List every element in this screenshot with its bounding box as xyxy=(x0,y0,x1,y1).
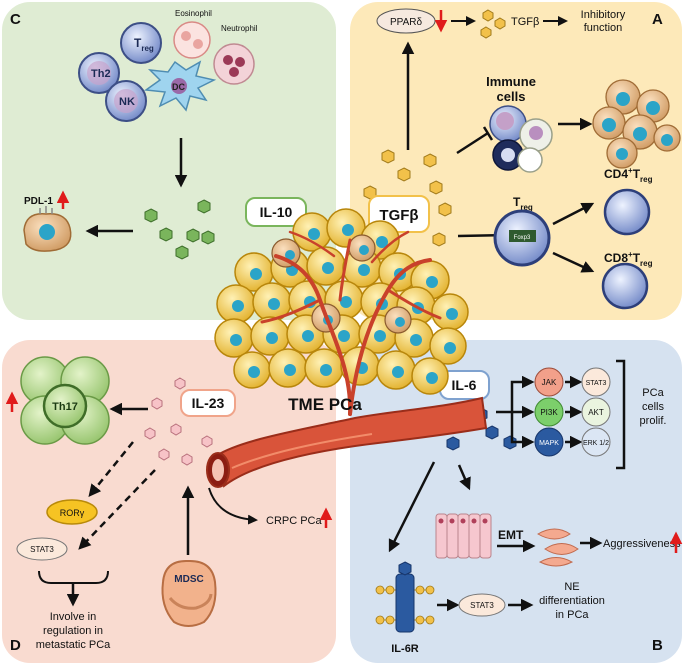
arrow-il6-to-emt-cells xyxy=(457,464,471,491)
il23-box xyxy=(180,389,236,417)
foxp3-label: Foxp3 xyxy=(514,235,531,241)
il6r-label: IL-6R xyxy=(391,643,419,655)
stat3-d-label: STAT3 xyxy=(30,545,54,554)
pi3k-node xyxy=(534,397,564,427)
stat3-ne-oval xyxy=(458,593,506,617)
neutrophil-label: Neutrophil xyxy=(221,24,258,33)
tgfb-small-label: TGFβ xyxy=(511,16,539,28)
mdsc-cell xyxy=(161,559,217,627)
inhibition-line xyxy=(456,126,494,155)
il23-label: IL-23 xyxy=(192,395,225,411)
bracket-b xyxy=(616,359,626,470)
foxp3-box xyxy=(509,230,536,242)
nk-label: NK xyxy=(119,96,135,108)
panel-a: PPARδ TGFβ Inhibitory function Immune cell… xyxy=(363,8,681,310)
cd4-cell xyxy=(603,188,651,236)
arrow-treg-to-cd4 xyxy=(552,202,595,226)
tgfb-molecules xyxy=(363,149,452,247)
dashed-arrow-to-stat3 xyxy=(78,469,156,550)
stat3-b-node xyxy=(581,367,611,397)
arrow-treg-to-cd8 xyxy=(552,251,595,273)
stat3-b-label: STAT3 xyxy=(586,380,607,387)
th2-label: Th2 xyxy=(91,68,111,80)
arrow-il6-to-il6r xyxy=(388,461,436,553)
immune-cell-4 xyxy=(517,147,543,173)
tumor-mass: TME PCa xyxy=(206,208,488,488)
arrow-il6-to-mapk xyxy=(510,412,535,449)
panel-c-letter: C xyxy=(10,11,21,28)
mapk-node xyxy=(534,427,564,457)
treg-cell xyxy=(120,22,162,64)
th17-cluster xyxy=(20,356,110,445)
panel-b-letter: B xyxy=(652,637,663,654)
panel-d-letter: D xyxy=(10,637,21,654)
erk-node xyxy=(581,427,611,457)
il6r-receptor xyxy=(395,573,415,633)
emt-label: EMT xyxy=(498,528,524,542)
eosinophil-cell xyxy=(173,21,211,59)
jak-node xyxy=(534,367,564,397)
pi3k-label: PI3K xyxy=(540,408,558,417)
cd4-label: CD4+Treg xyxy=(604,166,653,184)
involve-label: Involve in regulation in metastatic PCa xyxy=(36,611,111,651)
mesenchymal-cells xyxy=(537,528,579,567)
vessel-branches xyxy=(260,230,442,416)
il10-box xyxy=(245,197,307,227)
prolif-label: PCa cells prolif. xyxy=(640,387,667,427)
blood-vessel xyxy=(214,396,488,488)
pdl1-label: PDL-1 xyxy=(24,196,53,207)
arrow-il6-to-jak xyxy=(496,375,535,414)
rory-label: RORγ xyxy=(60,508,85,518)
panel-c: Treg Eosinophil Neutrophil Th2 DC NK xyxy=(23,9,307,260)
stat3-ne-label: STAT3 xyxy=(470,601,494,610)
mdsc-label: MDSC xyxy=(174,574,203,585)
il6r-membrane xyxy=(375,561,435,633)
immune-cells-label: Immune cells xyxy=(486,74,536,104)
tumor-cluster-a xyxy=(592,79,681,169)
treg-cell-label: Treg xyxy=(134,36,154,53)
akt-node xyxy=(581,397,611,427)
il6-label: IL-6 xyxy=(452,377,477,393)
stat3-d-oval xyxy=(16,537,68,561)
treg-a-label: Treg xyxy=(513,195,533,212)
il10-label: IL-10 xyxy=(260,204,293,220)
th17-label: Th17 xyxy=(52,401,78,413)
aggressiveness-label: Aggressiveness xyxy=(603,538,681,550)
arrow-to-crpc xyxy=(208,487,258,525)
akt-label: AKT xyxy=(588,408,604,417)
neutrophil-cell xyxy=(213,43,255,85)
ppar-label: PPARδ xyxy=(390,17,422,28)
crpc-label: CRPC PCa xyxy=(266,515,323,527)
panel-a-letter: A xyxy=(652,11,663,28)
tgfb-label: TGFβ xyxy=(379,207,418,224)
tme-label: TME PCa xyxy=(288,395,362,414)
erk-label: ERK 1/2 xyxy=(583,440,609,447)
panel-b: IL-6 JAK PI3K MAPK STAT3 AKT ERK 1/2 PCa… xyxy=(375,359,683,655)
ne-label: NE differentiation in PCa xyxy=(539,581,605,621)
panel-d: Th17 IL-23 RORγ STAT3 Involve in regulati… xyxy=(5,356,333,651)
mapk-label: MAPK xyxy=(539,440,559,447)
cd8-label: CD8+Treg xyxy=(604,250,653,268)
inhibitory-label: Inhibitory function xyxy=(581,9,626,34)
dc-label: DC xyxy=(172,82,185,92)
il10-molecules xyxy=(144,199,215,260)
tumor-brown-cells xyxy=(271,234,412,334)
il23-molecules xyxy=(144,377,213,466)
jak-label: JAK xyxy=(542,378,557,387)
epithelial-cells xyxy=(435,513,492,559)
cd8-cell xyxy=(601,262,649,310)
tgfb-small-molecules xyxy=(480,9,506,39)
eosinophil-label: Eosinophil xyxy=(175,9,212,18)
rory-oval xyxy=(46,499,98,525)
